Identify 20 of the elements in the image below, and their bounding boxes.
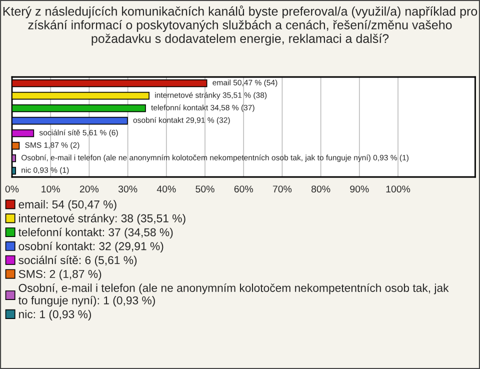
x-tick-label: 10%: [42, 186, 60, 192]
x-tick-label: 100%: [386, 186, 410, 192]
legend-label: SMS: 2 (1,87 %): [18, 270, 102, 280]
x-tick-label: 40%: [156, 186, 176, 192]
chart-title: Který z následujících komunikačních kanálů byste preferoval/a (využil/a) například pro získání informací o poskytovaných službách a cenách, řešení/změnu vašeho požadavku s dodavatelem energie, reklamaci a další?: [3, 6, 478, 46]
x-tick-label: 90%: [350, 186, 369, 192]
x-tick-label: 60%: [234, 186, 253, 192]
x-tick-label: 0%: [5, 186, 19, 192]
legend-label: internetové stránky: 38 (35,51 %): [19, 214, 186, 225]
legend-label: nic: 1 (0,93 %): [19, 310, 92, 321]
legend-label: Osobní, e-mail i telefon (ale ne anonymním kolotočem nekompetentních osob tak, jak to funguje nyní): 1 (0,93 %): [18, 283, 449, 307]
x-tick-label: 70%: [272, 186, 292, 192]
legend-label: telefonní kontakt: 37 (34,58 %): [18, 228, 173, 239]
legend-label: sociální sítě: 6 (5,61 %): [18, 256, 137, 266]
legend-label: osobní kontakt: 32 (29,91 %): [18, 242, 164, 252]
x-tick-label: 20%: [80, 186, 99, 192]
legend-label: email: 54 (50,47 %): [18, 200, 116, 211]
x-tick-label: 30%: [118, 186, 138, 192]
x-tick-label: 80%: [311, 186, 330, 192]
x-tick-label: 50%: [196, 186, 214, 192]
